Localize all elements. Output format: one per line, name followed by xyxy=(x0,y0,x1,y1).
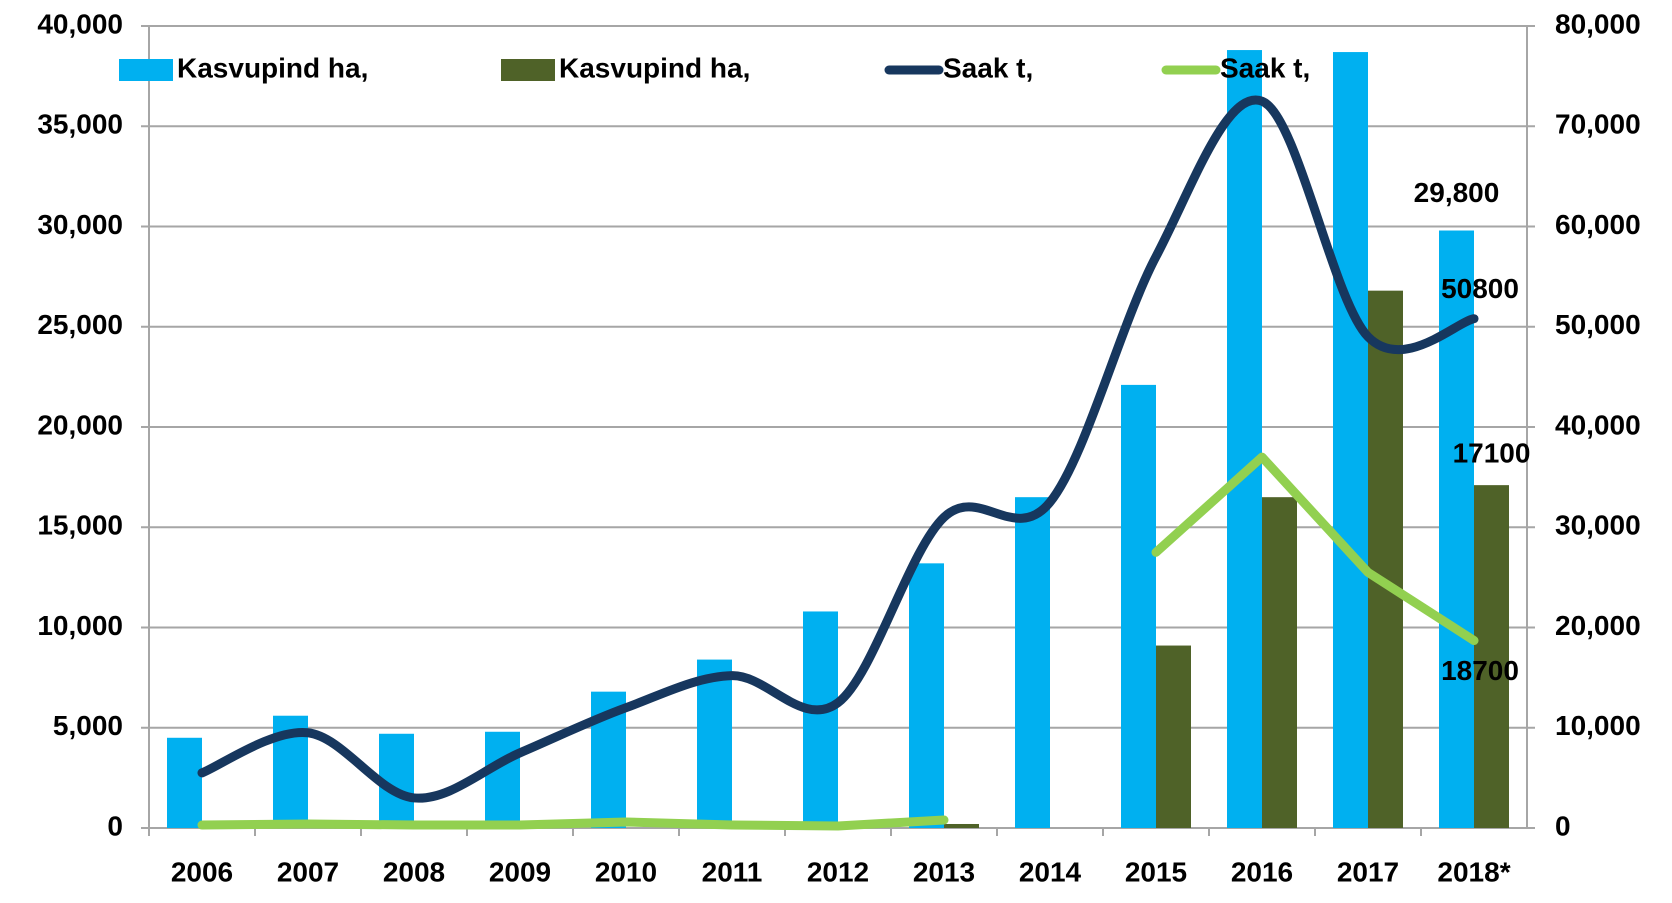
y-tick-label: 35,000 xyxy=(37,109,123,140)
legend-label: Saak t, xyxy=(943,52,1033,83)
x-tick-label: 2008 xyxy=(383,856,445,887)
x-tick-label: 2013 xyxy=(913,856,975,887)
legend-swatch xyxy=(501,59,555,81)
bar xyxy=(803,611,838,828)
y2-tick-label: 60,000 xyxy=(1555,209,1641,240)
bar xyxy=(697,659,732,828)
legend-swatch xyxy=(119,59,173,81)
bar xyxy=(1156,645,1191,828)
bar xyxy=(1333,52,1368,828)
legend-label: Kasvupind ha, xyxy=(177,52,368,83)
x-tick-label: 2009 xyxy=(489,856,551,887)
x-tick-label: 2006 xyxy=(171,856,233,887)
y2-tick-label: 30,000 xyxy=(1555,510,1641,541)
x-tick-label: 2010 xyxy=(595,856,657,887)
x-tick-label: 2015 xyxy=(1125,856,1187,887)
bar xyxy=(1121,384,1156,828)
x-tick-label: 2016 xyxy=(1231,856,1293,887)
y-tick-label: 10,000 xyxy=(37,610,123,641)
y2-tick-label: 0 xyxy=(1555,810,1571,841)
bar xyxy=(1474,485,1509,828)
bar xyxy=(1227,50,1262,829)
bar xyxy=(485,731,520,828)
y-tick-label: 0 xyxy=(107,810,123,841)
legend-label: Saak t, xyxy=(1220,52,1310,83)
x-tick-label: 2012 xyxy=(807,856,869,887)
legend-label: Kasvupind ha, xyxy=(559,52,750,83)
bar xyxy=(1015,497,1050,828)
bar xyxy=(1262,497,1297,828)
x-tick-label: 2018* xyxy=(1437,856,1510,887)
line xyxy=(197,95,1479,803)
data-label: 18700 xyxy=(1441,655,1519,686)
bar xyxy=(167,737,202,828)
y-tick-label: 40,000 xyxy=(37,8,123,39)
y2-tick-label: 50,000 xyxy=(1555,309,1641,340)
y2-tick-label: 70,000 xyxy=(1555,109,1641,140)
data-label: 29,800 xyxy=(1414,177,1500,208)
y2-tick-label: 20,000 xyxy=(1555,610,1641,641)
x-tick-label: 2007 xyxy=(277,856,339,887)
y-tick-label: 30,000 xyxy=(37,209,123,240)
y2-tick-label: 80,000 xyxy=(1555,8,1641,39)
y-tick-label: 5,000 xyxy=(53,710,123,741)
data-label: 17100 xyxy=(1453,438,1531,469)
x-tick-label: 2014 xyxy=(1019,856,1082,887)
x-tick-label: 2011 xyxy=(702,856,763,887)
y2-tick-label: 10,000 xyxy=(1555,710,1641,741)
line xyxy=(197,452,1479,831)
x-tick-label: 2017 xyxy=(1337,856,1399,887)
bar xyxy=(1368,290,1403,828)
y-tick-label: 20,000 xyxy=(37,409,123,440)
y-tick-label: 25,000 xyxy=(37,309,123,340)
y2-tick-label: 40,000 xyxy=(1555,409,1641,440)
y-tick-label: 15,000 xyxy=(37,510,123,541)
bar xyxy=(909,563,944,828)
bar xyxy=(944,823,979,828)
data-label: 50800 xyxy=(1441,273,1519,304)
